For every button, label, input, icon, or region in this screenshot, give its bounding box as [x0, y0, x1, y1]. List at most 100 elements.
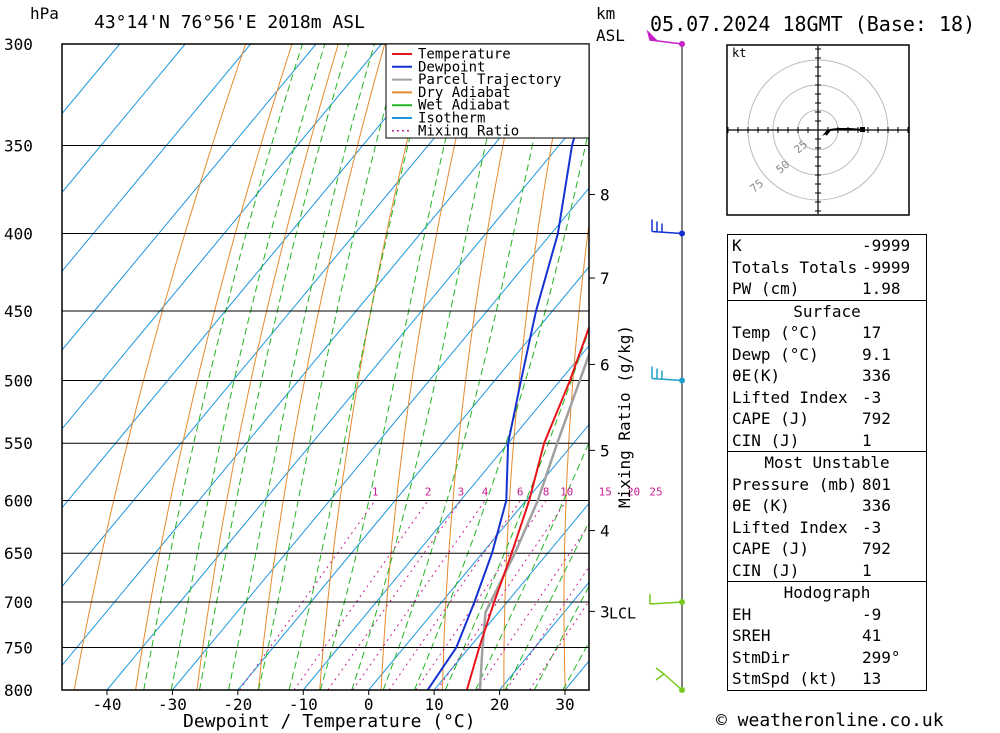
- height-label: 3: [600, 602, 610, 621]
- wet-adiabat-line: [533, 585, 589, 690]
- index-row: CIN (J) 1: [728, 560, 926, 582]
- height-label: 5: [600, 441, 610, 460]
- index-label: PW (cm): [732, 279, 800, 298]
- most-unstable-title: Most Unstable: [764, 453, 890, 472]
- mixing-ratio-line: [476, 523, 589, 690]
- index-label: StmDir: [732, 647, 790, 667]
- plot-frame: [61, 43, 590, 691]
- temp-tick-label: 30: [555, 695, 574, 714]
- index-row: StmDir 299°: [728, 647, 926, 669]
- index-row: Pressure (mb) 801: [728, 474, 926, 496]
- pressure-tick-label: 600: [4, 492, 33, 511]
- wind-barb: [651, 219, 683, 235]
- parcel-trajectory-line: [478, 351, 589, 690]
- isotherm-line: [62, 44, 579, 667]
- mixing-ratio-label: 15: [599, 486, 612, 499]
- wet-adiabat-line: [413, 127, 589, 690]
- index-row: CAPE (J) 792: [728, 538, 926, 560]
- temp-tick-label: 0: [364, 695, 374, 714]
- indices-panel: K -9999 Totals Totals -9999 PW (cm) 1.98 Surf…: [727, 234, 927, 691]
- index-value: -9999: [862, 236, 911, 255]
- dry-adiabat-line: [73, 44, 247, 690]
- index-value: 801: [862, 474, 891, 494]
- isotherm-line: [302, 344, 589, 690]
- index-value: 13: [862, 669, 882, 688]
- height-unit-km: km: [596, 4, 616, 23]
- copyright[interactable]: © weatheronline.co.uk: [716, 710, 944, 731]
- index-value: 41: [862, 626, 882, 645]
- temperature-line: [465, 324, 589, 690]
- dry-adiabat-line: [503, 44, 571, 690]
- index-label: Pressure (mb): [732, 474, 858, 494]
- index-label: θE(K): [732, 366, 781, 385]
- hodograph-box: Hodograph EH -9 SREH 41 StmDir 299° StmSpd (kt…: [727, 582, 927, 691]
- pressure-tick-label: 550: [4, 434, 33, 453]
- index-value: 336: [862, 366, 891, 385]
- mixing-ratio-line: [293, 500, 429, 690]
- isotherm-line: [62, 44, 382, 430]
- legend-label: Isotherm: [418, 111, 485, 127]
- pressure-unit: hPa: [30, 4, 59, 23]
- index-row: StmSpd (kt) 13: [728, 668, 926, 690]
- index-row: Totals Totals -9999: [728, 257, 926, 279]
- x-axis-title: Dewpoint / Temperature (°C): [183, 711, 476, 732]
- mixing-ratio-line: [388, 500, 521, 690]
- wet-adiabat-line: [444, 327, 589, 690]
- index-row: SREH 41: [728, 625, 926, 647]
- wet-adiabat-line: [170, 44, 326, 690]
- isotherm-line: [433, 502, 589, 690]
- mixing-ratio-label: 25: [649, 486, 662, 499]
- index-label: Totals Totals: [732, 257, 858, 277]
- index-row: EH -9: [728, 604, 926, 626]
- index-row: Lifted Index -3: [728, 517, 926, 539]
- wind-barb: [655, 667, 683, 691]
- hodograph-origin-marker: [822, 130, 830, 136]
- index-row: K -9999: [728, 235, 926, 257]
- index-value: 299°: [862, 647, 901, 667]
- mixing-ratio-line: [239, 500, 376, 690]
- index-value: -3: [862, 517, 882, 537]
- mixing-ratio-label: 6: [517, 486, 524, 499]
- dry-adiabat-line: [987, 44, 1000, 690]
- index-label: Dewp (°C): [732, 344, 819, 364]
- dry-adiabat-line: [257, 44, 386, 690]
- index-value: 1.98: [862, 279, 901, 298]
- mixing-ratio-line: [436, 500, 568, 690]
- mixing-ratio-label: 2: [425, 486, 432, 499]
- legend-label: Dewpoint: [418, 59, 485, 75]
- index-label: CIN (J): [732, 430, 800, 450]
- isotherm-line: [62, 44, 186, 194]
- wind-barb: [651, 366, 683, 382]
- legend-label: Parcel Trajectory: [418, 72, 561, 88]
- temp-tick-label: 20: [490, 695, 509, 714]
- mixing-ratio-label: 20: [627, 486, 640, 499]
- datetime-title: 05.07.2024 18GMT (Base: 18): [650, 12, 976, 36]
- temp-tick-label: -40: [93, 695, 122, 714]
- dry-adiabat-line: [380, 44, 478, 690]
- surface-title: Surface: [793, 301, 861, 321]
- surface-box: Surface Temp (°C) 17 Dewp (°C) 9.1 θE(K) 336 L…: [727, 300, 927, 452]
- index-value: 1: [862, 430, 872, 450]
- hodograph-unit: kt: [732, 46, 746, 60]
- pressure-tick-label: 450: [4, 302, 33, 321]
- mixing-ratio-label: 10: [560, 486, 573, 499]
- pressure-tick-label: 750: [4, 638, 33, 657]
- mixing-ratio-label: 3: [458, 486, 465, 499]
- index-value: 336: [862, 496, 891, 515]
- index-row: Dewp (°C) 9.1: [728, 344, 926, 366]
- index-row: θE(K) 336: [728, 365, 926, 387]
- mixing-ratio-line: [352, 500, 486, 690]
- pressure-tick-label: 500: [4, 371, 33, 390]
- height-label: 4: [600, 522, 610, 541]
- pressure-tick-label: 650: [4, 544, 33, 563]
- hodograph-title: Hodograph: [783, 583, 871, 602]
- index-row: CIN (J) 1: [728, 430, 926, 452]
- pressure-tick-label: 350: [4, 137, 33, 156]
- wind-barb: [646, 29, 683, 45]
- temp-tick-label: -10: [289, 695, 318, 714]
- mixing-ratio-label: 4: [482, 486, 489, 499]
- general-indices-box: K -9999 Totals Totals -9999 PW (cm) 1.98: [727, 234, 927, 301]
- pressure-tick-label: 400: [4, 224, 33, 243]
